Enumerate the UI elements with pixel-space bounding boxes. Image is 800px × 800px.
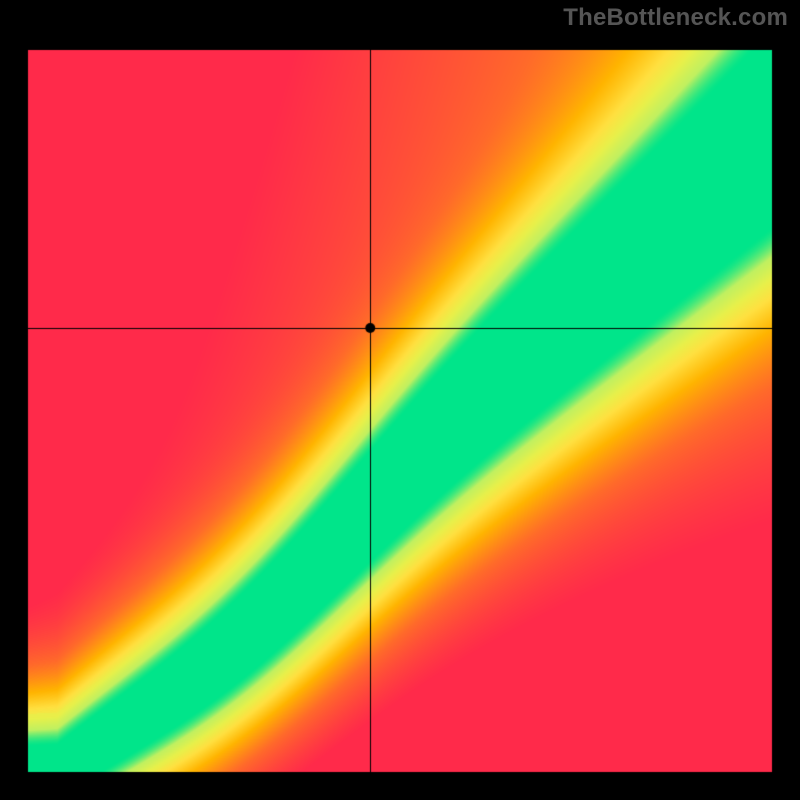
bottleneck-heatmap xyxy=(0,0,800,800)
chart-container: TheBottleneck.com xyxy=(0,0,800,800)
